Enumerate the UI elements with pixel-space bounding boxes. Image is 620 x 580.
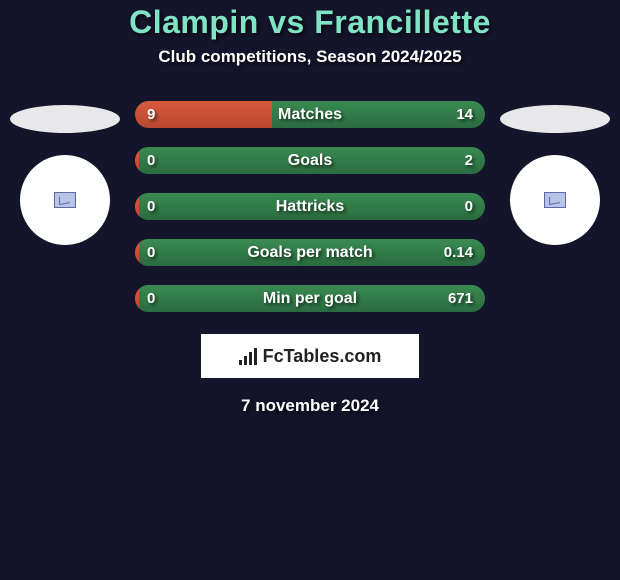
player-right-column <box>495 95 615 245</box>
stat-bar: 02Goals <box>135 147 485 174</box>
stat-label: Min per goal <box>135 290 485 308</box>
brand-logo-label: FcTables.com <box>239 346 382 367</box>
stat-bar: 00.14Goals per match <box>135 239 485 266</box>
stat-label: Goals per match <box>135 244 485 262</box>
placeholder-badge-icon <box>544 192 566 208</box>
player-left-column <box>5 95 125 245</box>
player-left-club-badge <box>20 155 110 245</box>
bar-chart-icon <box>239 347 257 365</box>
stats-bars: 914Matches 02Goals 00Hattricks 00.14Goals p… <box>135 101 485 312</box>
placeholder-badge-icon <box>54 192 76 208</box>
brand-text: FcTables.com <box>263 346 382 367</box>
subtitle: Club competitions, Season 2024/2025 <box>0 47 620 67</box>
comparison-widget: Clampin vs Francillette Club competition… <box>0 0 620 416</box>
brand-logo[interactable]: FcTables.com <box>201 334 419 378</box>
player-right-photo <box>500 105 610 133</box>
page-title: Clampin vs Francillette <box>0 4 620 41</box>
stat-bar: 0671Min per goal <box>135 285 485 312</box>
player-left-photo <box>10 105 120 133</box>
stat-label: Matches <box>135 106 485 124</box>
stat-bar: 00Hattricks <box>135 193 485 220</box>
stat-bar: 914Matches <box>135 101 485 128</box>
date-line: 7 november 2024 <box>0 396 620 416</box>
stat-label: Hattricks <box>135 198 485 216</box>
stat-label: Goals <box>135 152 485 170</box>
player-right-club-badge <box>510 155 600 245</box>
main-row: 914Matches 02Goals 00Hattricks 00.14Goals p… <box>0 95 620 312</box>
